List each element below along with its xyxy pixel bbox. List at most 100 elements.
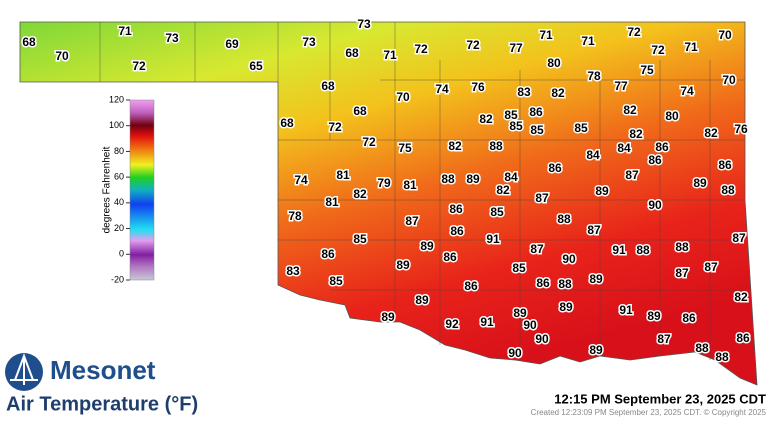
colorbar-tick-label: 80 — [114, 146, 124, 156]
colorbar-tick-label: -20 — [111, 274, 124, 284]
station-temp: 90 — [508, 346, 522, 360]
station-temp: 87 — [704, 260, 718, 274]
colorbar-tick-label: 40 — [114, 197, 124, 207]
station-temp: 86 — [718, 158, 732, 172]
station-temp: 85 — [329, 274, 343, 288]
station-temp: 89 — [420, 239, 434, 253]
station-temp: 71 — [383, 48, 397, 62]
station-temp: 88 — [715, 350, 729, 364]
station-temp: 89 — [466, 172, 480, 186]
station-temp: 88 — [441, 172, 455, 186]
station-temp: 88 — [558, 277, 572, 291]
station-temp: 82 — [734, 290, 748, 304]
station-temp: 70 — [55, 49, 69, 63]
timestamp: 12:15 PM September 23, 2025 CDT — [554, 391, 766, 406]
station-temp: 90 — [523, 318, 537, 332]
station-temp: 72 — [466, 38, 480, 52]
map-title: Air Temperature (°F) — [6, 393, 198, 415]
station-temp: 85 — [353, 232, 367, 246]
station-temp: 89 — [415, 293, 429, 307]
station-temp: 81 — [336, 168, 350, 182]
station-temp: 89 — [589, 272, 603, 286]
station-temp: 77 — [614, 79, 628, 93]
station-temp: 90 — [562, 252, 576, 266]
colorbar-tick-label: 20 — [114, 223, 124, 233]
station-temp: 87 — [535, 191, 549, 205]
station-temp: 84 — [504, 170, 518, 184]
station-temp: 91 — [612, 243, 626, 257]
station-temp: 91 — [486, 232, 500, 246]
station-temp: 82 — [496, 183, 510, 197]
station-temp: 80 — [665, 109, 679, 123]
station-temp: 89 — [589, 343, 603, 357]
station-temp: 73 — [357, 17, 371, 31]
station-temp: 86 — [464, 279, 478, 293]
station-temp: 68 — [353, 104, 367, 118]
station-temp: 87 — [732, 231, 746, 245]
station-temp: 72 — [132, 59, 146, 73]
station-temp: 76 — [734, 122, 748, 136]
station-temp: 82 — [704, 126, 718, 140]
station-temp: 86 — [736, 331, 750, 345]
colorbar — [129, 99, 155, 281]
station-temp: 77 — [509, 41, 523, 55]
colorbar-label: degrees Fahrenheit — [102, 146, 113, 233]
station-temp: 90 — [535, 332, 549, 346]
station-temp: 88 — [636, 243, 650, 257]
station-temp: 86 — [450, 224, 464, 238]
station-temp: 89 — [595, 184, 609, 198]
station-temp: 70 — [396, 90, 410, 104]
station-temp: 85 — [530, 123, 544, 137]
station-temp: 88 — [557, 212, 571, 226]
station-temp: 72 — [651, 43, 665, 57]
station-temp: 71 — [118, 24, 132, 38]
credit: Created 12:23:09 PM September 23, 2025 C… — [531, 408, 767, 417]
station-temp: 86 — [529, 105, 543, 119]
station-temp: 81 — [403, 178, 417, 192]
station-temp: 91 — [619, 303, 633, 317]
station-temp: 86 — [449, 202, 463, 216]
station-temp: 68 — [280, 116, 294, 130]
station-temp: 82 — [551, 86, 565, 100]
station-temp: 71 — [684, 40, 698, 54]
station-temp: 74 — [435, 82, 449, 96]
station-temp: 89 — [381, 310, 395, 324]
station-temp: 87 — [675, 266, 689, 280]
station-temp: 72 — [328, 120, 342, 134]
station-temp: 84 — [586, 148, 600, 162]
station-temp: 80 — [547, 56, 561, 70]
station-temp: 86 — [443, 250, 457, 264]
station-temp: 88 — [489, 139, 503, 153]
station-temp: 84 — [617, 141, 631, 155]
colorbar-tick-label: 120 — [109, 94, 124, 104]
station-temp: 79 — [377, 176, 391, 190]
station-temp: 71 — [539, 28, 553, 42]
station-temp: 68 — [321, 79, 335, 93]
station-temp: 83 — [286, 264, 300, 278]
station-temp: 74 — [680, 84, 694, 98]
station-temp: 87 — [587, 223, 601, 237]
state-shape — [19, 21, 758, 386]
station-temp: 88 — [721, 183, 735, 197]
logo-text: Mesonet — [50, 355, 156, 385]
station-temp: 72 — [362, 135, 376, 149]
station-temp: 73 — [165, 31, 179, 45]
colorbar-tick-label: 60 — [114, 172, 124, 182]
station-temp: 82 — [629, 127, 643, 141]
station-temp: 71 — [581, 34, 595, 48]
station-temp: 86 — [536, 276, 550, 290]
station-temp: 70 — [722, 73, 736, 87]
station-temp: 70 — [718, 28, 732, 42]
station-temp: 85 — [490, 205, 504, 219]
station-temp: 92 — [445, 317, 459, 331]
station-temp: 72 — [627, 25, 641, 39]
station-temp: 68 — [22, 35, 36, 49]
station-temp: 89 — [513, 306, 527, 320]
county-lines — [99, 22, 745, 360]
station-temp: 86 — [648, 153, 662, 167]
station-temp: 82 — [448, 139, 462, 153]
station-temp: 75 — [640, 63, 654, 77]
station-temp: 76 — [471, 80, 485, 94]
station-temp: 86 — [548, 161, 562, 175]
